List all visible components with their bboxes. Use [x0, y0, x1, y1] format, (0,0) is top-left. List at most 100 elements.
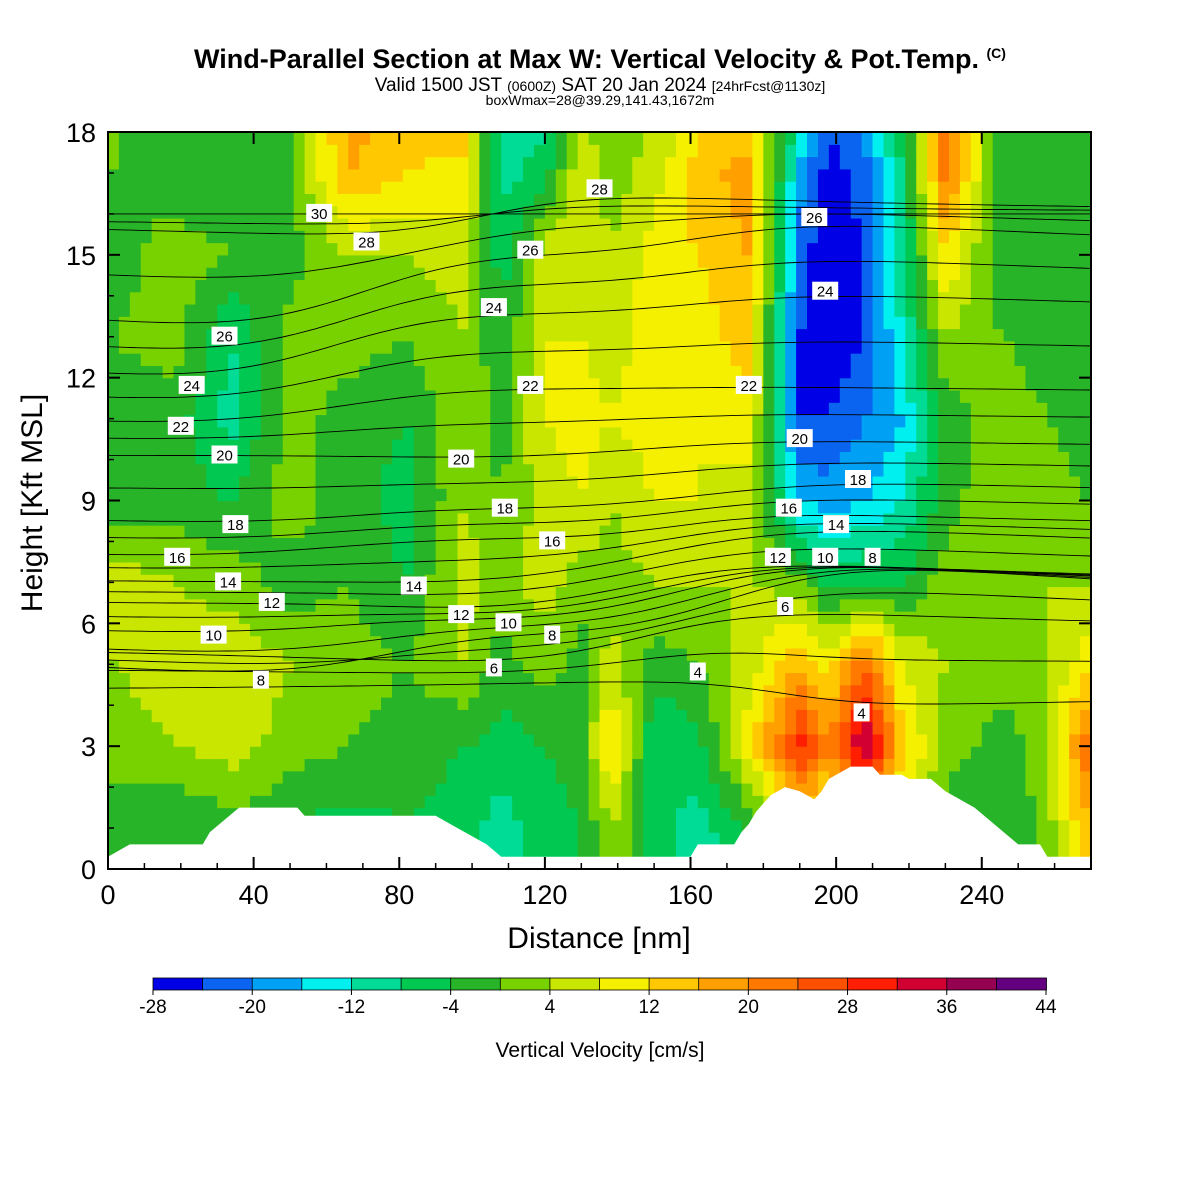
- w-cell: [905, 132, 917, 145]
- w-cell: [140, 795, 153, 809]
- w-cell: [665, 500, 677, 514]
- w-cell: [424, 561, 437, 575]
- w-cell: [905, 156, 917, 170]
- w-cell: [381, 144, 393, 158]
- w-cell: [260, 230, 273, 244]
- w-cell: [533, 623, 546, 637]
- w-cell: [304, 795, 317, 809]
- w-cell: [610, 365, 622, 379]
- w-cell: [173, 525, 186, 538]
- w-cell: [249, 377, 262, 391]
- w-cell: [752, 647, 764, 661]
- w-cell: [566, 758, 579, 772]
- w-cell: [872, 439, 885, 452]
- w-cell: [686, 598, 699, 612]
- w-cell: [391, 451, 404, 465]
- w-cell: [271, 684, 284, 698]
- valid-time-line: Valid 1500 JST (0600Z) SAT 20 Jan 2024 […: [0, 75, 1200, 97]
- w-cell: [533, 844, 546, 858]
- w-cell: [796, 193, 808, 207]
- w-cell: [665, 463, 677, 477]
- w-cell: [424, 672, 437, 686]
- w-cell: [566, 721, 579, 735]
- w-cell: [239, 377, 251, 391]
- w-cell: [512, 426, 524, 440]
- w-cell: [719, 598, 732, 612]
- w-cell: [905, 193, 917, 207]
- w-cell: [697, 230, 710, 244]
- w-cell: [424, 463, 437, 477]
- w-cell: [315, 340, 328, 354]
- w-cell: [151, 586, 164, 600]
- w-cell: [796, 132, 808, 145]
- w-cell: [675, 672, 688, 686]
- w-cell: [402, 193, 415, 207]
- w-cell: [632, 279, 644, 293]
- w-cell: [359, 647, 371, 661]
- w-cell: [108, 807, 120, 821]
- w-cell: [665, 758, 677, 772]
- w-cell: [861, 279, 874, 293]
- w-cell: [675, 697, 688, 710]
- w-cell: [959, 426, 972, 440]
- w-cell: [588, 647, 601, 661]
- w-cell: [304, 267, 317, 280]
- w-cell: [315, 291, 328, 305]
- w-cell: [293, 414, 306, 428]
- w-cell: [424, 205, 437, 219]
- w-cell: [381, 230, 393, 244]
- w-cell: [512, 635, 524, 649]
- w-cell: [741, 684, 754, 698]
- w-cell: [654, 819, 666, 833]
- w-cell: [796, 316, 808, 330]
- w-cell: [632, 660, 644, 674]
- w-cell: [817, 426, 830, 440]
- w-cell: [162, 819, 175, 833]
- w-cell: [643, 832, 655, 846]
- w-cell: [938, 242, 950, 256]
- w-cell: [337, 254, 349, 268]
- w-cell: [828, 242, 841, 256]
- w-cell: [719, 721, 732, 735]
- w-cell: [621, 316, 633, 330]
- w-cell: [927, 230, 939, 244]
- w-cell: [610, 291, 622, 305]
- w-cell: [817, 328, 830, 342]
- w-cell: [533, 770, 546, 784]
- w-cell: [479, 488, 491, 502]
- w-cell: [457, 303, 470, 317]
- w-cell: [206, 733, 218, 747]
- w-cell: [665, 316, 677, 330]
- w-cell: [774, 463, 786, 477]
- w-cell: [872, 672, 885, 686]
- w-cell: [457, 254, 470, 268]
- w-cell: [566, 132, 579, 145]
- w-cell: [108, 721, 120, 735]
- w-cell: [610, 242, 622, 256]
- w-cell: [708, 746, 721, 760]
- w-cell: [883, 389, 895, 403]
- w-cell: [981, 254, 994, 268]
- w-cell: [861, 500, 874, 514]
- w-cell: [479, 377, 491, 391]
- w-cell: [337, 770, 349, 784]
- w-cell: [927, 611, 939, 624]
- w-cell: [555, 721, 568, 735]
- w-cell: [249, 144, 262, 158]
- w-cell: [271, 328, 284, 342]
- w-cell: [599, 697, 612, 710]
- w-cell: [151, 475, 164, 489]
- w-cell: [577, 635, 590, 649]
- w-cell: [129, 267, 142, 280]
- w-cell: [293, 451, 306, 465]
- w-cell: [424, 279, 437, 293]
- w-cell: [785, 611, 797, 624]
- w-cell: [544, 353, 557, 366]
- w-cell: [359, 328, 371, 342]
- w-cell: [1003, 254, 1016, 268]
- w-cell: [763, 758, 775, 772]
- w-cell: [140, 365, 153, 379]
- w-cell: [927, 586, 939, 600]
- w-cell: [796, 635, 808, 649]
- w-cell: [446, 426, 459, 440]
